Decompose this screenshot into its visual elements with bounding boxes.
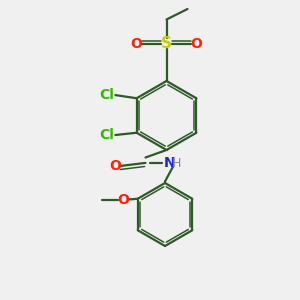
Text: S: S — [161, 36, 172, 51]
Text: O: O — [130, 37, 142, 50]
Text: Cl: Cl — [99, 128, 114, 142]
Text: O: O — [190, 37, 202, 50]
Text: H: H — [171, 157, 181, 170]
Text: Cl: Cl — [99, 88, 114, 102]
Text: O: O — [110, 159, 122, 173]
Text: O: O — [117, 193, 129, 206]
Text: N: N — [164, 156, 175, 170]
